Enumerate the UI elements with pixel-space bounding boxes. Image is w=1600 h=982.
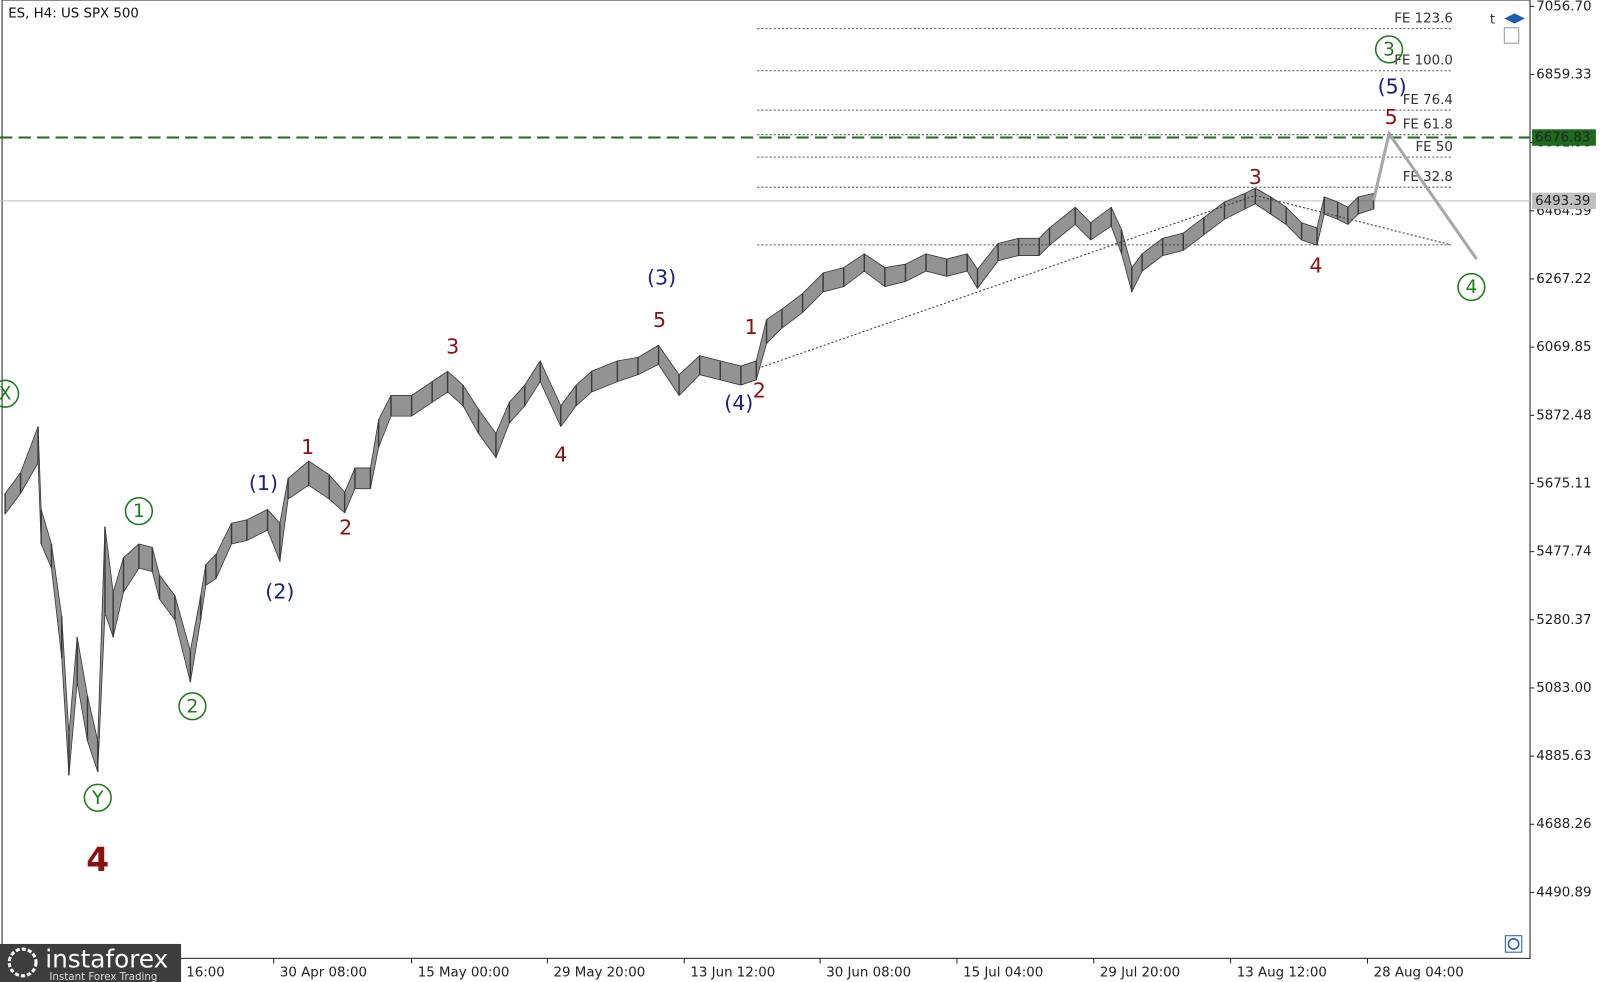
fe-level-label: FE 50 [1415,140,1452,155]
wave-label: (2) [265,579,294,603]
price-label-box [1532,192,1596,210]
y-tick-label: 6267.22 [1536,272,1591,287]
y-tick-label: 4490.89 [1536,885,1591,900]
wave-label: (1) [249,471,278,495]
projection-path [1372,129,1478,260]
wave-circle [1457,272,1486,302]
wave-circle [178,692,207,721]
wave-circle [83,783,112,812]
x-tick-label: 29 Jul 20:00 [1100,966,1180,981]
wave-label: 5 [653,308,666,332]
icon-doc[interactable] [1503,27,1520,44]
wave-label: (3) [647,266,676,290]
wave-label: 2 [753,379,766,403]
wave-label: 4 [554,443,567,467]
y-tick-label: 4688.26 [1536,817,1591,832]
y-tick-label: 7056.70 [1536,0,1591,14]
wave-label: Y [91,788,104,809]
wave-label: 1 [745,315,758,339]
y-tick-label: 5872.48 [1536,408,1591,423]
wave-label: 4 [86,840,109,879]
fe-level-label: FE 123.6 [1394,11,1453,26]
fe-level-label: FE 61.8 [1403,117,1453,132]
x-tick-label: 16:00 [186,966,225,981]
level-label: 6676.83 [1535,131,1590,146]
x-tick-label: 15 May 00:00 [418,966,510,981]
y-tick-label: 5083.00 [1536,681,1591,696]
wave-circle [1374,35,1404,64]
wave-label: 3 [446,334,459,358]
wave-label: 3 [1249,165,1262,189]
x-tick-label: 13 Aug 12:00 [1237,966,1327,981]
price-label: 6493.39 [1535,194,1590,209]
y-tick-label: 4885.63 [1536,749,1591,764]
x-tick-label: 30 Apr 08:00 [280,966,367,981]
wave-label: X [0,384,12,405]
y-tick-label: 6069.85 [1536,340,1591,355]
fe-level-label: FE 32.8 [1403,170,1453,185]
logo-mark [7,947,38,978]
y-tick-label: 5675.11 [1536,476,1591,491]
icon-t[interactable]: t [1490,13,1495,28]
wave-label: 3 [1383,39,1395,60]
x-tick-label: 29 May 20:00 [554,966,646,981]
wave-label: 2 [187,696,199,717]
wave-label: (5) [1378,74,1407,98]
logo: instaforex Instant Forex Trading [0,943,182,982]
wave-circle [124,496,154,526]
wave-label: 5 [1385,105,1398,129]
wave-label: 1 [301,435,314,459]
x-tick-label: 28 Aug 04:00 [1374,966,1464,981]
fe-level-label: FE 100.0 [1394,54,1453,69]
wave-label: 4 [1465,277,1477,298]
chart-title: ES, H4: US SPX 500 [8,6,139,21]
y-tick-label: 5280.37 [1536,613,1591,628]
x-tick-label: 30 Jun 08:00 [826,966,911,981]
x-tick-label: 13 Jun 12:00 [690,966,775,981]
toolbar-icons[interactable]: t [1490,13,1525,953]
fe-level-label: FE 76.4 [1403,93,1453,108]
icon-hat[interactable] [1504,13,1525,24]
wave-label: (4) [724,391,753,415]
y-tick-label: 5477.74 [1536,545,1591,560]
wave-label: 2 [339,515,352,539]
logo-name: instaforex [45,944,168,973]
y-tick-label: 6859.33 [1536,67,1591,82]
wave-label: 1 [133,501,145,522]
wave-label: 4 [1309,253,1322,277]
x-tick-label: 15 Jul 04:00 [963,966,1043,981]
icon-settings-circle[interactable] [1507,938,1520,950]
plot-frame [1,0,1531,959]
logo-tagline: Instant Forex Trading [49,971,157,982]
level-label-box [1532,129,1596,146]
wave-circle [0,379,20,408]
